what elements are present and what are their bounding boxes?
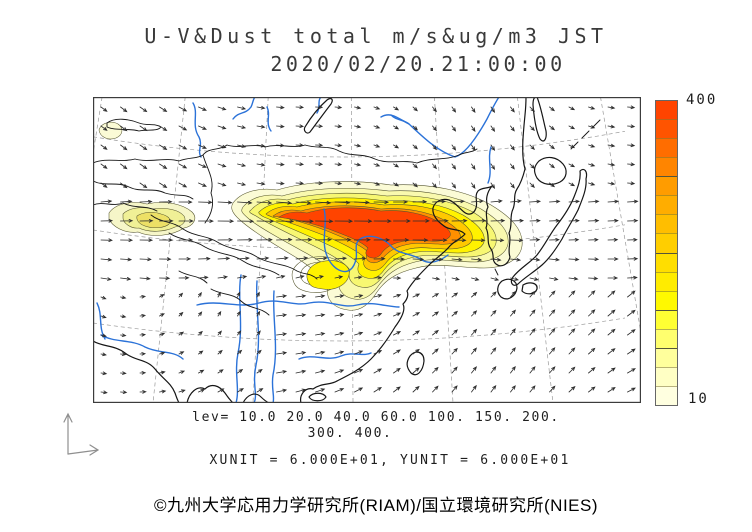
vector-units-label: XUNIT = 6.000E+01, YUNIT = 6.000E+01 — [209, 453, 571, 468]
colorbar-band — [656, 328, 677, 348]
colorbar-band — [656, 252, 677, 272]
colorbar-band — [656, 271, 677, 291]
colorbar — [655, 100, 678, 406]
colorbar-band — [656, 119, 677, 139]
axis-indicator — [63, 412, 100, 456]
map-canvas — [52, 96, 654, 404]
chart-datetime: 2020/02/20.21:00:00 — [270, 52, 566, 76]
map-area — [52, 96, 654, 404]
chart-title: U-V&Dust total m/s&ug/m3 JST — [144, 24, 608, 48]
axis-right-arrow — [67, 444, 100, 456]
colorbar-band — [656, 214, 677, 234]
colorbar-band — [656, 385, 677, 405]
colorbar-band — [656, 347, 677, 367]
contour-levels-line1: lev= 10.0 20.0 40.0 60.0 100. 150. 200. — [192, 410, 560, 425]
colorbar-min-label: 10 — [688, 391, 709, 407]
axis-up-arrow — [63, 412, 73, 455]
credit-line: ©九州大学応用力学研究所(RIAM)/国立環境研究所(NIES) — [153, 496, 599, 515]
colorbar-band — [656, 233, 677, 253]
colorbar-band — [656, 309, 677, 329]
colorbar-band — [656, 138, 677, 158]
colorbar-band — [656, 101, 677, 120]
colorbar-band — [656, 157, 677, 177]
colorbar-band — [656, 176, 677, 196]
colorbar-band — [656, 290, 677, 310]
colorbar-band — [656, 195, 677, 215]
colorbar-max-label: 400 — [686, 92, 718, 108]
contour-levels-line2: 300. 400. — [307, 426, 393, 441]
map-border — [93, 97, 641, 403]
colorbar-band — [656, 366, 677, 386]
wind-vectors — [100, 105, 639, 395]
dust-plume — [98, 121, 523, 311]
